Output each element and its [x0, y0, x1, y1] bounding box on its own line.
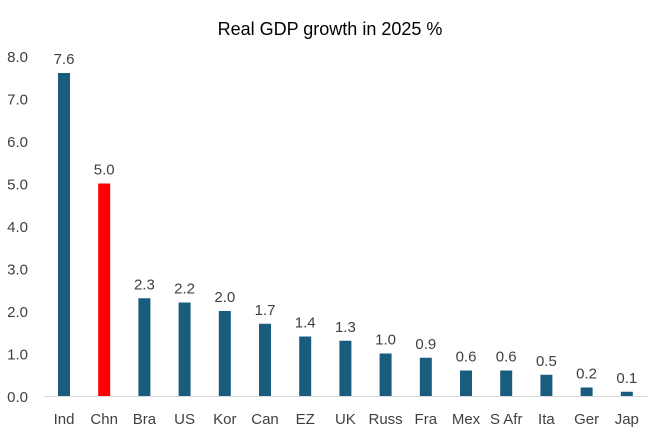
data-label: 0.1 [616, 370, 637, 387]
bar-russ [379, 353, 392, 396]
bar-ger [580, 387, 593, 396]
y-tick-label: 6.0 [7, 134, 28, 151]
data-label: 2.3 [134, 276, 155, 293]
y-tick-label: 0.0 [7, 389, 28, 406]
x-tick-label: Fra [415, 411, 438, 428]
x-tick-label: Can [251, 411, 279, 428]
y-tick-label: 5.0 [7, 177, 28, 194]
bar-s-afr [500, 370, 513, 396]
x-tick-label: Jap [615, 411, 639, 428]
y-tick-label: 3.0 [7, 262, 28, 279]
y-tick-label: 1.0 [7, 347, 28, 364]
data-label: 1.3 [335, 319, 356, 336]
y-tick-label: 2.0 [7, 304, 28, 321]
bar-ez [299, 336, 312, 396]
data-label: 0.5 [536, 353, 557, 370]
y-tick-label: 7.0 [7, 92, 28, 109]
x-tick-label: Bra [133, 411, 157, 428]
data-label: 0.2 [576, 366, 597, 383]
data-label: 5.0 [94, 162, 115, 179]
data-label: 2.2 [174, 281, 195, 298]
x-tick-label: Russ [369, 411, 403, 428]
bar-ind [58, 73, 70, 396]
bar-fra [419, 357, 432, 396]
bar-bra [138, 298, 151, 396]
data-label: 0.9 [415, 336, 436, 353]
data-label: 7.6 [54, 51, 75, 68]
data-label: 0.6 [496, 349, 517, 366]
data-label: 1.4 [295, 315, 316, 332]
data-label: 1.0 [375, 332, 396, 349]
data-label: 1.7 [255, 302, 276, 319]
bar-us [178, 302, 191, 396]
data-label: 2.0 [214, 289, 235, 306]
x-tick-label: Ger [574, 411, 599, 428]
bar-chn [98, 183, 111, 396]
x-tick-label: Kor [213, 411, 236, 428]
bar-mex [460, 370, 472, 396]
bar-ita [540, 374, 553, 396]
bar-kor [218, 311, 231, 396]
y-tick-label: 8.0 [7, 49, 28, 66]
x-tick-label: Chn [90, 411, 118, 428]
x-tick-label: S Afr [490, 411, 523, 428]
chart-title: Real GDP growth in 2025 % [218, 19, 443, 39]
bar-can [259, 323, 271, 396]
x-tick-label: Ita [538, 411, 555, 428]
data-label: 0.6 [456, 349, 477, 366]
x-tick-label: US [174, 411, 195, 428]
x-tick-label: Mex [452, 411, 481, 428]
x-tick-label: EZ [296, 411, 315, 428]
bar-uk [339, 340, 352, 396]
x-tick-label: UK [335, 411, 356, 428]
y-tick-label: 4.0 [7, 219, 28, 236]
bar-jap [620, 391, 633, 396]
x-tick-label: Ind [54, 411, 75, 428]
